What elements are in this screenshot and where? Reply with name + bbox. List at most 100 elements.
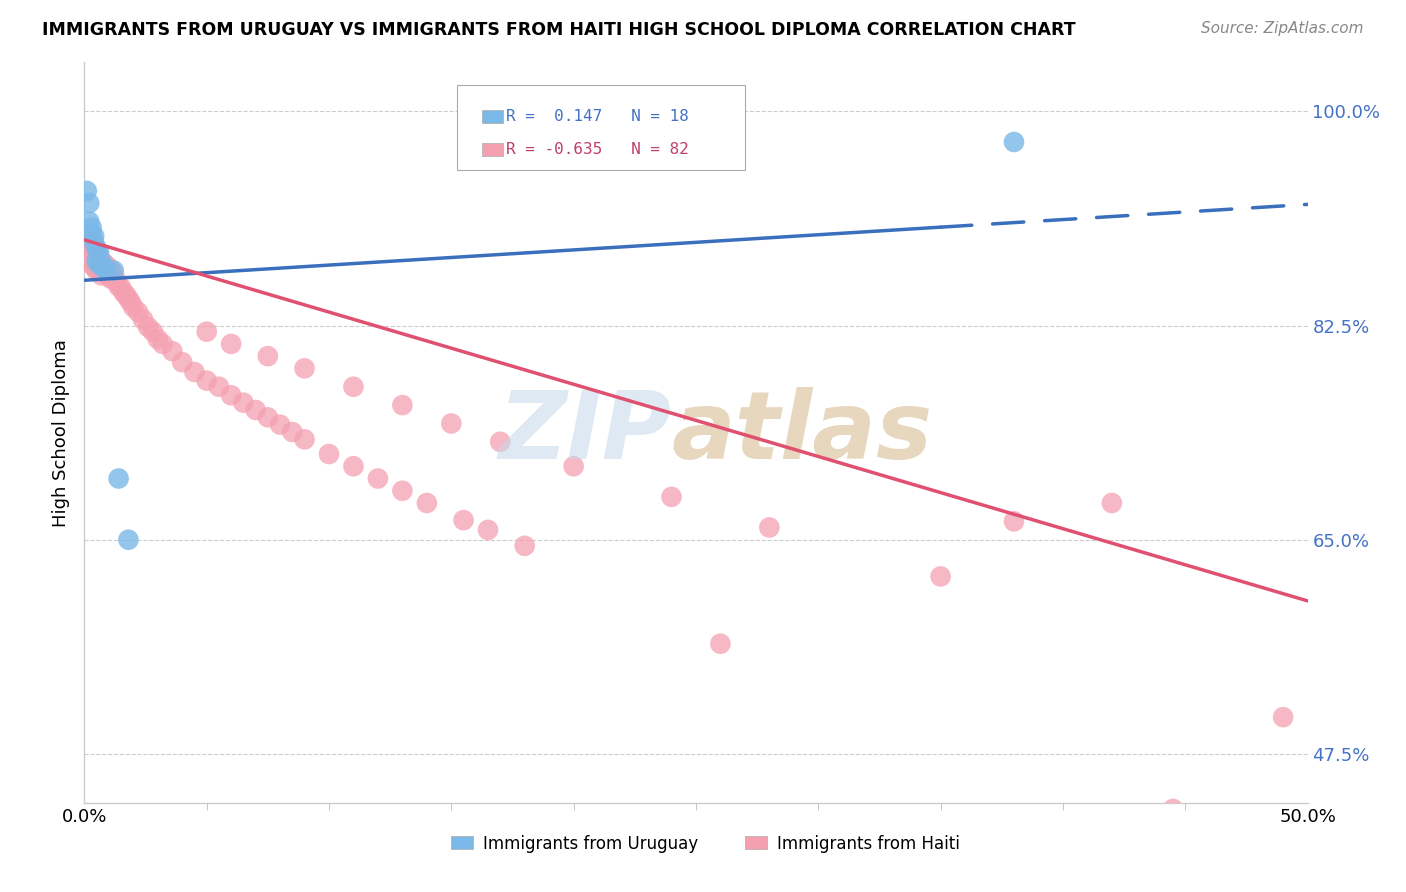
Point	[183, 365, 205, 379]
Point	[318, 447, 340, 461]
Point	[152, 337, 174, 351]
Point	[100, 272, 122, 286]
Point	[513, 539, 536, 553]
Point	[100, 263, 122, 277]
Point	[453, 513, 475, 527]
Point	[87, 249, 110, 263]
Point	[122, 300, 145, 314]
Point	[142, 325, 165, 339]
Point	[489, 434, 512, 449]
Text: ZIP: ZIP	[499, 386, 672, 479]
Point	[758, 520, 780, 534]
Text: atlas: atlas	[672, 386, 932, 479]
Point	[342, 459, 364, 474]
FancyBboxPatch shape	[482, 110, 503, 123]
Point	[416, 496, 439, 510]
Point	[80, 243, 103, 257]
Point	[93, 260, 115, 275]
Point	[136, 319, 159, 334]
Point	[83, 242, 105, 256]
Point	[661, 490, 683, 504]
Point	[132, 312, 155, 326]
Point	[117, 533, 139, 547]
Point	[97, 269, 120, 284]
Point	[86, 263, 108, 277]
Point	[86, 257, 108, 271]
Point	[107, 279, 129, 293]
Point	[294, 433, 316, 447]
Text: R =  0.147   N = 18: R = 0.147 N = 18	[506, 109, 689, 124]
Point	[1002, 514, 1025, 528]
Point	[391, 483, 413, 498]
Point	[90, 260, 112, 275]
Point	[112, 285, 135, 300]
Point	[96, 263, 118, 277]
Point	[257, 349, 280, 363]
Text: Source: ZipAtlas.com: Source: ZipAtlas.com	[1201, 21, 1364, 36]
Point	[83, 260, 105, 274]
Point	[90, 268, 112, 283]
Point	[86, 242, 108, 256]
FancyBboxPatch shape	[457, 85, 745, 169]
Point	[391, 398, 413, 412]
Point	[342, 380, 364, 394]
Point	[77, 243, 100, 257]
Text: IMMIGRANTS FROM URUGUAY VS IMMIGRANTS FROM HAITI HIGH SCHOOL DIPLOMA CORRELATION: IMMIGRANTS FROM URUGUAY VS IMMIGRANTS FR…	[42, 21, 1076, 38]
Point	[80, 257, 103, 271]
Point	[87, 256, 110, 270]
Point	[90, 255, 112, 269]
Point	[83, 252, 105, 266]
Point	[110, 280, 132, 294]
Point	[87, 245, 110, 260]
Point	[440, 417, 463, 431]
Point	[80, 220, 103, 235]
Point	[1101, 496, 1123, 510]
Point	[86, 244, 108, 258]
Point	[97, 260, 120, 275]
Point	[86, 253, 108, 268]
Point	[77, 214, 100, 228]
Point	[219, 388, 242, 402]
Point	[1002, 135, 1025, 149]
Point	[195, 374, 218, 388]
Text: Immigrants from Haiti: Immigrants from Haiti	[776, 835, 959, 853]
Point	[120, 295, 142, 310]
Point	[195, 325, 218, 339]
Point	[127, 305, 149, 319]
FancyBboxPatch shape	[745, 836, 766, 849]
Point	[219, 337, 242, 351]
Point	[146, 332, 169, 346]
Point	[269, 417, 291, 432]
Point	[93, 265, 115, 279]
Point	[77, 233, 100, 247]
Point	[477, 523, 499, 537]
Point	[103, 268, 125, 283]
Y-axis label: High School Diploma: High School Diploma	[52, 339, 70, 526]
Point	[103, 263, 125, 277]
Point	[87, 263, 110, 277]
Point	[709, 637, 731, 651]
Point	[86, 252, 108, 266]
Point	[1272, 710, 1295, 724]
Point	[90, 253, 112, 268]
Point	[77, 253, 100, 268]
Point	[96, 259, 118, 273]
Point	[80, 235, 103, 250]
Point	[76, 184, 98, 198]
Point	[208, 380, 231, 394]
Point	[76, 233, 98, 247]
Point	[117, 292, 139, 306]
Point	[76, 245, 98, 260]
Point	[105, 273, 128, 287]
Point	[294, 361, 316, 376]
Point	[232, 395, 254, 409]
Point	[562, 459, 585, 474]
Point	[281, 425, 304, 439]
Text: Immigrants from Uruguay: Immigrants from Uruguay	[484, 835, 699, 853]
Point	[1161, 802, 1184, 816]
Point	[80, 252, 103, 266]
FancyBboxPatch shape	[482, 144, 503, 156]
Text: R = -0.635   N = 82: R = -0.635 N = 82	[506, 142, 689, 157]
Point	[245, 403, 267, 417]
Point	[257, 410, 280, 425]
